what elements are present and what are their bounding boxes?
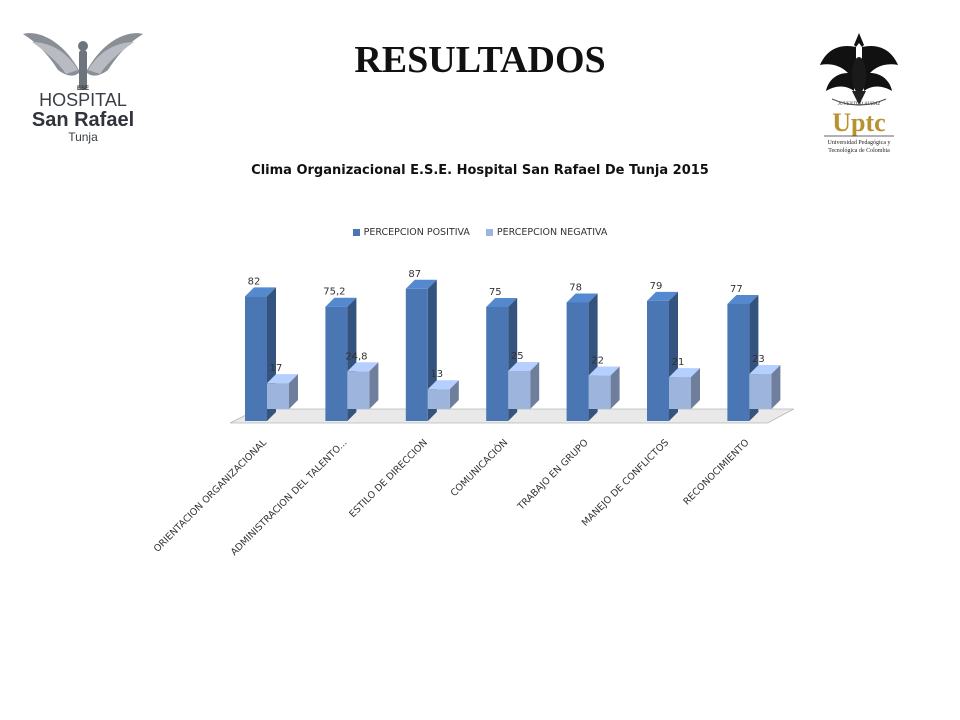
bar-positive-3 xyxy=(486,307,509,421)
uptc-subtitle-line1: Universidad Pedagógica y xyxy=(828,140,891,146)
x-tick-label-6: RECONOCIMIENTO xyxy=(681,437,751,507)
chart-legend: PERCEPCION POSITIVA PERCEPCION NEGATIVA xyxy=(0,227,960,238)
bar-positive-5 xyxy=(647,300,669,421)
bar-positive-4 xyxy=(566,302,589,421)
bar-negative-2 xyxy=(427,389,450,409)
bar-side-negative-2 xyxy=(449,380,459,409)
bar-side-negative-3 xyxy=(530,362,540,409)
x-tick-label-3: COMUNICACIÓN xyxy=(448,437,510,499)
bar-negative-1 xyxy=(347,371,370,409)
hospital-crest-text: ESE xyxy=(77,86,89,92)
data-label-positive-3: 75 xyxy=(489,287,502,298)
data-label-negative-2: 13 xyxy=(430,369,443,380)
uptc-logo: JUVENTUD AUDAZ Uptc Universidad Pedagógi… xyxy=(818,25,900,165)
bar-top-negative-0 xyxy=(267,374,298,384)
legend-swatch-negative xyxy=(485,229,493,236)
bar-top-positive-6 xyxy=(727,294,759,304)
bar-top-negative-5 xyxy=(669,368,700,378)
data-label-negative-4: 22 xyxy=(591,356,604,367)
legend-item-negative: PERCEPCION NEGATIVA xyxy=(485,227,608,238)
bar-top-negative-3 xyxy=(508,362,540,371)
bar-top-negative-2 xyxy=(427,380,459,390)
x-tick-label-5: MANEJO DE CONFLICTOS xyxy=(580,437,671,528)
uptc-name: Uptc xyxy=(832,108,885,137)
bar-top-positive-5 xyxy=(647,291,678,301)
legend-label-positive: PERCEPCION POSITIVA xyxy=(363,227,470,238)
bar-positive-1 xyxy=(325,306,348,421)
chart-title: Clima Organizacional E.S.E. Hospital San… xyxy=(251,163,709,178)
data-label-positive-4: 78 xyxy=(569,282,582,293)
bar-side-negative-4 xyxy=(610,366,620,409)
slide-title: RESULTADOS xyxy=(354,39,606,81)
x-tick-label-2: ESTILO DE DIRECCION xyxy=(347,437,430,520)
bar-side-negative-0 xyxy=(289,374,298,409)
bar-positive-2 xyxy=(405,288,428,421)
hospital-logo-line1: HOSPITAL xyxy=(39,90,127,110)
bar-negative-4 xyxy=(588,375,611,409)
hospital-logo-line2: San Rafael xyxy=(32,109,134,131)
bar-side-negative-6 xyxy=(771,365,781,409)
legend-label-negative: PERCEPCION NEGATIVA xyxy=(496,227,608,238)
hospital-logo-line3: Tunja xyxy=(68,130,98,144)
legend-swatch-positive xyxy=(352,229,360,236)
uptc-subtitle-line2: Tecnológica de Colombia xyxy=(828,148,890,154)
bar-top-negative-1 xyxy=(347,362,379,372)
x-tick-label-4: TRABAJO EN GRUPO xyxy=(515,437,591,513)
data-label-positive-0: 82 xyxy=(248,276,261,287)
bar-side-negative-5 xyxy=(691,368,700,409)
bar-top-positive-0 xyxy=(245,287,276,297)
data-label-negative-0: 17 xyxy=(270,363,283,374)
winged-emblem-icon xyxy=(23,33,143,90)
uptc-motto: JUVENTUD AUDAZ xyxy=(838,102,881,107)
data-label-negative-5: 21 xyxy=(672,357,685,368)
bar-top-positive-3 xyxy=(486,298,518,307)
bar-positive-0 xyxy=(245,296,267,421)
bar-top-negative-6 xyxy=(749,365,781,375)
bar-top-negative-4 xyxy=(588,366,620,376)
bar-top-positive-2 xyxy=(405,279,437,289)
bar-negative-6 xyxy=(749,374,772,409)
bar-negative-0 xyxy=(267,383,289,409)
data-label-negative-6: 23 xyxy=(752,354,765,365)
bar-side-negative-1 xyxy=(369,362,379,409)
data-label-positive-6: 77 xyxy=(730,284,743,295)
data-label-positive-2: 87 xyxy=(408,269,421,280)
eagle-icon xyxy=(820,33,898,106)
hospital-logo: ESE HOSPITAL San Rafael Tunja xyxy=(18,20,148,150)
bar-positive-6 xyxy=(727,303,750,421)
bar-top-positive-1 xyxy=(325,297,357,307)
bar-negative-3 xyxy=(508,371,531,409)
data-label-positive-1: 75,2 xyxy=(323,287,345,298)
bar-top-positive-4 xyxy=(566,293,598,303)
legend-item-positive: PERCEPCION POSITIVA xyxy=(352,227,470,238)
data-label-negative-3: 25 xyxy=(511,351,524,362)
bar-negative-5 xyxy=(669,377,691,409)
data-label-positive-5: 79 xyxy=(650,281,663,292)
data-label-negative-1: 24,8 xyxy=(345,351,367,362)
